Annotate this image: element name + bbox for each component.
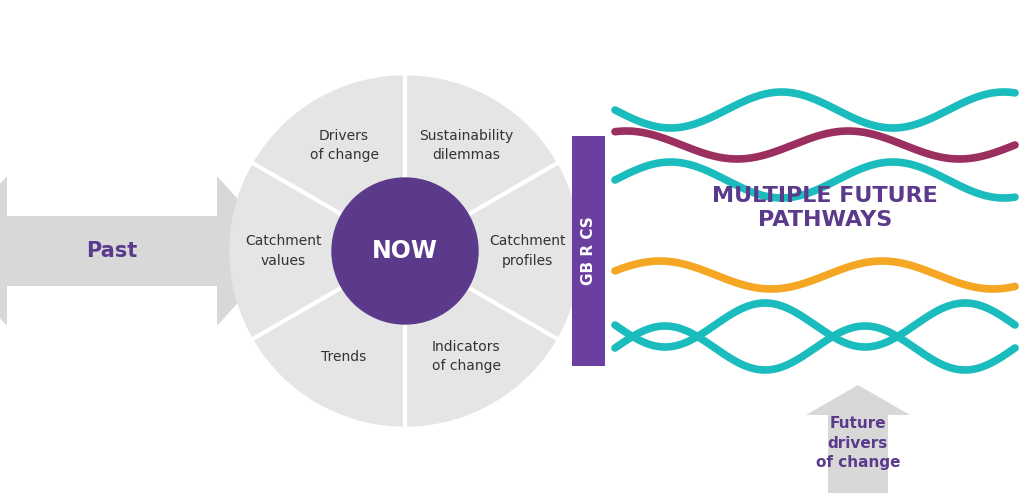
Text: Drivers
of change: Drivers of change <box>309 129 379 162</box>
Text: Indicators
of change: Indicators of change <box>431 340 501 373</box>
Text: Sustainability
dilemmas: Sustainability dilemmas <box>419 129 513 162</box>
Bar <box>572 136 605 366</box>
Polygon shape <box>806 385 910 493</box>
Circle shape <box>332 178 478 324</box>
Text: Trends: Trends <box>322 350 367 364</box>
Text: Catchment
profiles: Catchment profiles <box>488 234 565 268</box>
Polygon shape <box>0 176 285 326</box>
Text: Past: Past <box>86 241 137 261</box>
Text: GB R CS: GB R CS <box>581 217 596 285</box>
Circle shape <box>230 76 580 426</box>
Text: Catchment
values: Catchment values <box>245 234 322 268</box>
Text: MULTIPLE FUTURE
PATHWAYS: MULTIPLE FUTURE PATHWAYS <box>712 186 938 230</box>
Text: NOW: NOW <box>372 239 438 263</box>
Text: Future
drivers
of change: Future drivers of change <box>816 415 900 470</box>
